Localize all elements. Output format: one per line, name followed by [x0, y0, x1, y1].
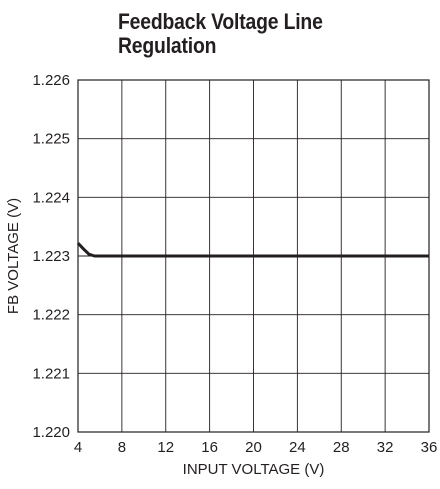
y-tick-label: 1.220 [32, 424, 70, 441]
chart-title-line-2: Regulation [118, 33, 217, 58]
y-tick-label: 1.222 [32, 307, 70, 324]
x-tick-label: 8 [118, 439, 126, 456]
y-tick-label: 1.226 [32, 72, 70, 89]
x-tick-label: 28 [333, 439, 350, 456]
x-axis-tick-labels: 4 8 12 16 20 24 28 32 36 [74, 439, 438, 456]
x-axis-label: INPUT VOLTAGE (V) [183, 461, 325, 478]
y-tick-label: 1.223 [32, 248, 70, 265]
y-axis-tick-labels: 1.220 1.221 1.222 1.223 1.224 1.225 1.226 [32, 72, 70, 441]
x-tick-label: 12 [157, 439, 174, 456]
x-tick-label: 24 [289, 439, 306, 456]
series-line [76, 242, 429, 258]
chart-title: Feedback Voltage Line Regulation [118, 10, 323, 58]
chart-title-line-1: Feedback Voltage Line [118, 9, 323, 34]
x-tick-label: 36 [421, 439, 438, 456]
x-tick-label: 4 [74, 439, 82, 456]
y-tick-label: 1.225 [32, 131, 70, 148]
x-tick-label: 16 [201, 439, 218, 456]
series-lines [76, 242, 429, 258]
y-tick-label: 1.224 [32, 189, 70, 206]
y-axis-label: FB VOLTAGE (V) [5, 198, 22, 314]
x-tick-label: 32 [377, 439, 394, 456]
y-tick-label: 1.221 [32, 365, 70, 382]
x-tick-label: 20 [245, 439, 262, 456]
